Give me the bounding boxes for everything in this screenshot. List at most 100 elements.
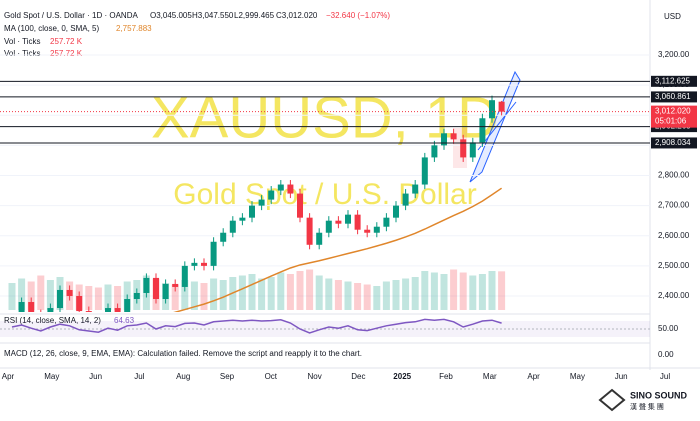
candle-body — [105, 308, 111, 312]
candle-body — [287, 184, 294, 194]
volume-bar — [354, 283, 362, 310]
volume-bar — [421, 271, 429, 310]
x-tick-label: Dec — [351, 372, 365, 381]
volume-bar — [325, 278, 333, 310]
candle-body — [354, 214, 361, 230]
volume-bar — [114, 286, 122, 310]
x-tick-label: Oct — [265, 372, 278, 381]
volume-bar — [200, 283, 208, 310]
x-tick-label: Feb — [439, 372, 453, 381]
candle-body — [373, 226, 380, 233]
volume-bar — [171, 284, 179, 310]
rsi-label: RSI (14, close, SMA, 14, 2) — [4, 316, 101, 325]
candle-body — [239, 217, 246, 221]
volume-bar — [94, 287, 102, 310]
candle-body — [47, 308, 54, 312]
level-tag — [651, 91, 697, 103]
last-price-label: 3,012.020 — [655, 107, 691, 116]
candle-body — [393, 205, 399, 218]
x-tick-label: Jul — [134, 372, 144, 381]
volume-bar — [488, 271, 496, 310]
volume-bar — [210, 278, 218, 310]
ohlc-value: H3,047.550 — [192, 11, 234, 20]
volume-bar — [277, 272, 285, 310]
candle-body — [450, 133, 457, 140]
volume-bar — [27, 281, 35, 310]
y-tick-label: 2,700.00 — [658, 201, 690, 210]
x-tick-label: 2025 — [393, 372, 411, 381]
rsi-line — [11, 318, 502, 334]
volume-bar — [469, 275, 477, 310]
ma-label: MA (100, close, 0, SMA, 5) — [4, 24, 99, 33]
candle-body — [441, 133, 447, 146]
x-tick-label: Jun — [89, 372, 102, 381]
vol-value: 257.72 K — [50, 49, 83, 58]
candle-body — [277, 184, 284, 191]
candle-body — [153, 277, 159, 300]
y-tick-label: 2,400.00 — [658, 291, 690, 300]
volume-bar — [392, 280, 400, 310]
candle-body — [28, 302, 35, 312]
candle-body — [220, 232, 227, 242]
macd-tick-label: 0.00 — [658, 350, 674, 359]
ohlc-value: −32.640 (−1.07%) — [326, 11, 390, 20]
volume-bar — [373, 286, 381, 310]
x-tick-label: Jun — [615, 372, 628, 381]
ohlc-value: O3,045.005 — [150, 11, 192, 20]
volume-bar — [382, 281, 390, 310]
ma-value: 2,757.883 — [116, 24, 152, 33]
y-tick-label: 2,800.00 — [658, 171, 690, 180]
volume-bar — [258, 278, 266, 310]
ohlc-value: C3,012.020 — [276, 11, 318, 20]
rsi-tick-label: 50.00 — [658, 324, 679, 333]
level-label: 3,112.625 — [655, 76, 691, 85]
volume-bar — [267, 277, 275, 310]
volume-bar — [363, 284, 371, 310]
candle-body — [383, 217, 390, 227]
candle-body — [335, 220, 342, 224]
ohlc-row: O3,045.005 H3,047.550 L2,999.465 C3,012.020… — [150, 11, 390, 20]
volume-bar — [344, 281, 352, 310]
x-tick-label: May — [570, 372, 585, 381]
rsi-value: 64.63 — [114, 316, 135, 325]
ma-line — [173, 187, 503, 312]
candle-body — [489, 100, 495, 119]
candle-body — [479, 118, 486, 143]
candle-body — [316, 232, 323, 245]
candle-body — [498, 101, 505, 112]
candle-body — [114, 308, 121, 312]
candle-body — [268, 190, 275, 200]
candle-body — [364, 229, 371, 233]
candle-body — [249, 205, 255, 218]
vol-label: Vol · Ticks — [4, 49, 40, 58]
y-tick-label: 3,200.00 — [658, 50, 690, 59]
vol-value: 257.72 K — [50, 37, 83, 46]
volume-bar — [306, 269, 314, 310]
x-tick-label: Apr — [527, 372, 540, 381]
candle-body — [57, 289, 63, 309]
candle-body — [191, 262, 198, 266]
candle-body — [201, 262, 207, 266]
logo-sub: 漢 聲 集 團 — [630, 402, 664, 411]
volume-bar — [46, 280, 54, 310]
candle-body — [66, 289, 73, 296]
candle-body — [325, 220, 332, 233]
level-tag — [651, 137, 697, 149]
chart-title: Gold Spot / U.S. Dollar · 1D · OANDA — [4, 11, 138, 20]
candle-body — [460, 139, 467, 158]
level-tag — [651, 75, 697, 87]
macd-label: MACD (12, 26, close, 9, EMA, EMA): Calcu… — [4, 349, 362, 358]
volume-bar — [296, 271, 304, 310]
candle-body — [76, 295, 83, 312]
x-tick-label: Nov — [307, 372, 321, 381]
volume-bar — [219, 280, 227, 310]
currency: USD — [664, 12, 681, 21]
volume-bar — [430, 272, 438, 310]
candle-body — [210, 241, 217, 266]
logo-mark — [598, 388, 626, 412]
candle-body — [172, 283, 179, 287]
volume-bar — [334, 280, 342, 310]
y-tick-label: 2,600.00 — [658, 231, 690, 240]
candle-body — [229, 220, 236, 233]
